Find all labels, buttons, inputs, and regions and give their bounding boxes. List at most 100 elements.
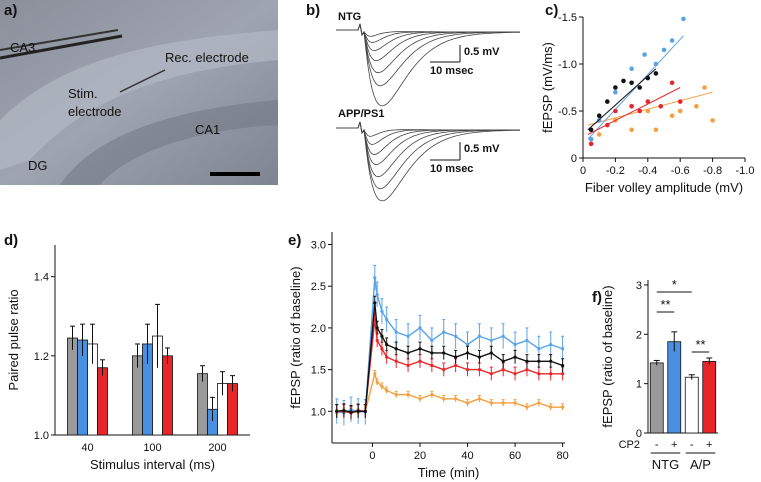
fit-line	[587, 87, 681, 135]
x-tick-label: 0	[369, 450, 375, 462]
panel-label: a)	[4, 2, 17, 19]
traces	[336, 23, 520, 202]
image-label: CA1	[195, 122, 220, 137]
image-label: DG	[28, 158, 48, 173]
category-label: -	[690, 439, 694, 451]
x-tick-label: 0	[580, 165, 586, 177]
scale-label: 0.5 mV	[464, 46, 500, 58]
point	[669, 80, 675, 86]
y-tick-label: 1.0	[34, 430, 49, 442]
y-axis-label: fEPSP (ratio of baseline)	[288, 266, 303, 408]
tissue-band	[60, 100, 278, 185]
y-tick-label: 2.5	[311, 281, 326, 293]
trace	[336, 121, 520, 202]
point	[596, 113, 602, 118]
y-tick-label: 1	[636, 379, 642, 391]
x-tick-label: 100	[143, 442, 161, 454]
significance-label: **	[660, 297, 670, 312]
category-label: +	[706, 439, 712, 451]
point	[653, 127, 659, 133]
x-tick-label: -1.0	[736, 165, 755, 177]
point	[677, 108, 683, 114]
y-tick-label: -1.5	[558, 12, 577, 24]
y-axis-label: Paired pulse ratio	[6, 289, 21, 390]
x-tick-label: 20	[414, 450, 426, 462]
series-line	[336, 302, 563, 413]
x-tick-label: -0.2	[606, 165, 625, 177]
scale-label: 10 msec	[430, 65, 473, 77]
x-tick-label: -0.4	[638, 165, 657, 177]
x-tick-label: 40	[81, 442, 93, 454]
image-label: Rec. electrode	[165, 50, 249, 65]
y-tick-label: 1.5	[311, 365, 326, 377]
point	[613, 89, 618, 95]
x-tick-label: 200	[208, 442, 226, 454]
point	[653, 71, 659, 76]
panel-label: e)	[288, 232, 301, 249]
point	[677, 99, 683, 104]
point	[588, 127, 594, 133]
point	[669, 113, 675, 118]
trace	[336, 23, 520, 87]
series-line	[336, 371, 563, 414]
bar	[649, 362, 664, 434]
y-tick-label: 1.4	[34, 272, 49, 284]
trace	[336, 121, 520, 137]
x-tick-label: 80	[556, 450, 568, 462]
point	[653, 61, 659, 67]
y-tick-label: -0.5	[558, 106, 577, 118]
fit-line	[587, 68, 657, 131]
y-tick-label: 1.2	[34, 351, 49, 363]
panel-label: d)	[4, 232, 18, 249]
rec-electrode	[119, 69, 166, 93]
scale-bar	[210, 172, 260, 176]
x-axis-label: Time (min)	[418, 465, 480, 480]
bar	[67, 337, 78, 436]
point	[642, 52, 647, 57]
point	[629, 127, 634, 133]
group-label: NTG	[652, 457, 679, 472]
trace-label: APP/PS1	[338, 108, 384, 120]
panel-label: f)	[592, 289, 602, 306]
group-label: A/P	[690, 457, 711, 472]
y-tick-label: 1.0	[311, 406, 326, 418]
point	[588, 136, 594, 142]
bar	[667, 341, 682, 434]
y-tick-label: 3.0	[311, 240, 326, 252]
point	[694, 104, 699, 109]
point	[613, 108, 618, 114]
category-label: +	[671, 439, 677, 451]
x-tick-label: -0.6	[671, 165, 690, 177]
significance-label: *	[672, 277, 677, 292]
y-tick-label: 2.0	[311, 323, 326, 335]
image-label: Stim.	[68, 86, 98, 101]
point	[702, 85, 707, 90]
point	[645, 108, 651, 114]
point	[637, 85, 642, 90]
trace	[336, 121, 520, 145]
point	[605, 122, 610, 128]
point	[645, 75, 651, 81]
micrograph	[0, 0, 278, 185]
point	[613, 85, 618, 90]
point	[596, 132, 602, 137]
bar	[684, 376, 699, 434]
y-tick-label: -1.0	[558, 59, 577, 71]
point	[710, 118, 715, 123]
scale-label: 0.5 mV	[464, 143, 500, 155]
trace	[336, 23, 520, 107]
fit-line	[587, 91, 713, 126]
trace	[336, 121, 520, 190]
y-axis-label: fEPSP (mV/ms)	[540, 42, 555, 133]
point	[658, 104, 664, 109]
point	[629, 80, 634, 86]
point	[637, 108, 642, 114]
y-tick-label: 2	[636, 329, 642, 341]
point	[621, 78, 626, 84]
image-label: electrode	[68, 104, 121, 119]
point	[629, 66, 634, 71]
point	[629, 104, 634, 109]
bar	[97, 367, 108, 436]
